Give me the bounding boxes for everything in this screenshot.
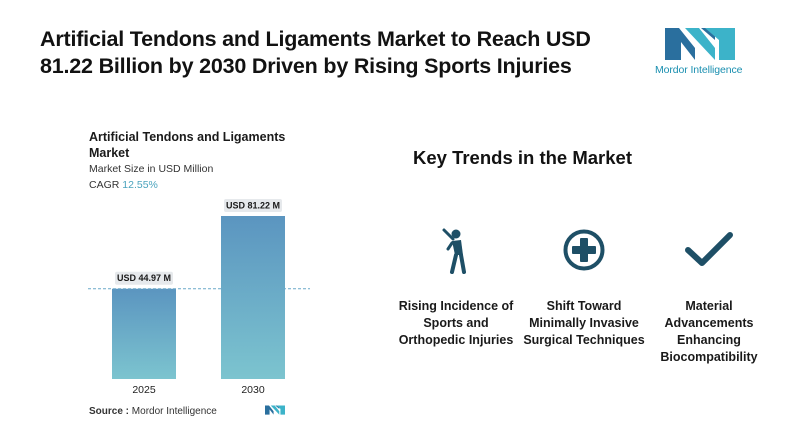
trend-item-biocompatibility: Material Advancements Enhancing Biocompa…: [644, 222, 774, 366]
brand-name: Mordor Intelligence: [655, 64, 743, 76]
bar-2030: [221, 216, 285, 379]
medical-cross-icon: [563, 229, 605, 271]
data-label: USD 44.97 M: [117, 273, 171, 283]
source: Source : Mordor Intelligence: [89, 406, 217, 417]
x-tick-label: 2025: [132, 384, 156, 396]
trend-label: Rising Incidence of Sports and Orthopedi…: [398, 299, 514, 347]
cagr-label: CAGR: [89, 179, 120, 191]
checkmark-icon: [685, 232, 733, 266]
trend-label: Shift Toward Minimally Invasive Surgical…: [523, 299, 645, 347]
data-label-bg: [115, 271, 173, 285]
data-label: USD 81.22 M: [226, 201, 280, 211]
brand-logo: Mordor Intelligence: [655, 24, 759, 76]
bar-chart: USD 44.97 M 2025 USD 81.22 M 2030: [88, 199, 310, 396]
source-value: Mordor Intelligence: [131, 406, 217, 417]
source-label: Source :: [89, 406, 130, 417]
x-tick-label: 2030: [241, 384, 265, 396]
chart-subtitle: Market Size in USD Million: [89, 163, 214, 175]
trend-label: Material Advancements Enhancing Biocompa…: [660, 299, 758, 364]
trend-item-sports-injuries: Rising Incidence of Sports and Orthopedi…: [391, 222, 521, 349]
cagr: CAGR 12.55%: [89, 179, 158, 191]
mordor-small-logo-icon: [265, 405, 285, 415]
data-label-bg: [224, 199, 282, 212]
mordor-logo-icon: [665, 28, 735, 60]
headline: Artificial Tendons and Ligaments Market …: [40, 27, 591, 79]
baseball-player-icon: [442, 228, 466, 274]
trends-title: Key Trends in the Market: [413, 147, 632, 168]
cagr-value: 12.55%: [122, 179, 158, 191]
trend-item-minimally-invasive: Shift Toward Minimally Invasive Surgical…: [519, 222, 649, 349]
chart-title: Artificial Tendons and Ligaments Market: [89, 130, 286, 160]
bar-2025: [112, 288, 176, 379]
